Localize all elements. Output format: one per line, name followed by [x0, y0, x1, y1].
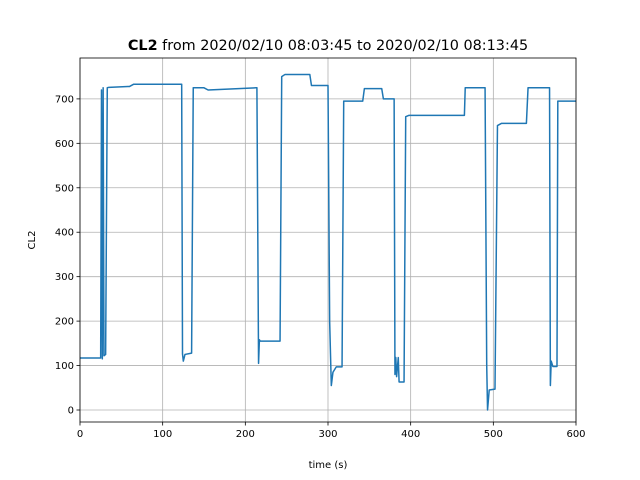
y-tick-label: 200 [55, 317, 74, 328]
y-tick-label: 700 [55, 94, 74, 105]
x-axis-label: time (s) [309, 460, 348, 471]
data-line [80, 73, 576, 411]
y-tick-label: 300 [55, 272, 74, 283]
plot-frame [79, 57, 577, 423]
x-tick-label: 200 [236, 429, 255, 440]
title-bold: CL2 [128, 38, 158, 54]
y-tick-label: 100 [55, 361, 74, 372]
x-tick-label: 500 [484, 429, 503, 440]
x-tick-label: 100 [153, 429, 172, 440]
x-tick-label: 300 [318, 429, 337, 440]
title-rest: from 2020/02/10 08:03:45 to 2020/02/10 0… [162, 38, 528, 54]
y-tick-label: 500 [55, 183, 74, 194]
x-tick-label: 0 [77, 429, 83, 440]
y-tick-label: 600 [55, 139, 74, 150]
x-tick-label: 600 [566, 429, 585, 440]
y-tick-label: 400 [55, 228, 74, 239]
y-axis-label: CL2 [27, 231, 38, 250]
chart-title: CL2 from 2020/02/10 08:03:45 to 2020/02/… [128, 38, 528, 54]
y-tick-label: 0 [68, 406, 74, 417]
x-tick-label: 400 [401, 429, 420, 440]
